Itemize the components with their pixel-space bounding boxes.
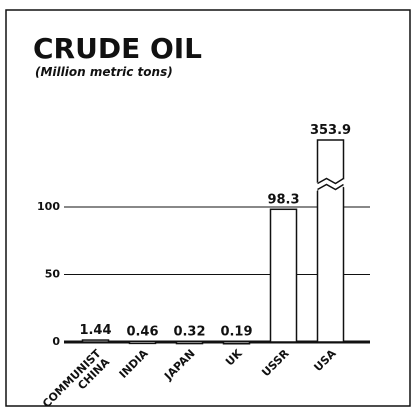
value-label: 0.19 bbox=[220, 325, 252, 340]
bar bbox=[81, 339, 110, 343]
x-tick-label: USSR bbox=[259, 347, 292, 380]
frame bbox=[5, 9, 411, 407]
y-tick-label: 50 bbox=[45, 268, 61, 281]
bar bbox=[128, 340, 157, 345]
axis-break-line bbox=[317, 177, 344, 191]
value-label: 1.44 bbox=[79, 323, 111, 338]
x-tick-label: JAPAN bbox=[161, 347, 197, 383]
x-tick-label: UK bbox=[223, 347, 245, 369]
value-label: 98.3 bbox=[267, 192, 299, 207]
value-label: 0.32 bbox=[173, 325, 205, 340]
bar bbox=[316, 139, 345, 343]
y-tick-label: 0 bbox=[52, 335, 60, 348]
y-tick-label: 100 bbox=[37, 200, 60, 213]
bar bbox=[175, 340, 204, 345]
chart-title: CRUDE OIL bbox=[33, 32, 202, 65]
chart-subtitle: (Million metric tons) bbox=[35, 65, 173, 79]
value-label: 0.46 bbox=[126, 324, 158, 339]
bar bbox=[222, 340, 251, 345]
x-tick-label: USA bbox=[311, 347, 338, 374]
x-tick-label: INDIA bbox=[117, 347, 151, 381]
x-tick-label: COMMUNISTCHINA bbox=[40, 347, 113, 418]
value-label: 353.9 bbox=[310, 123, 351, 138]
bar bbox=[269, 208, 298, 343]
